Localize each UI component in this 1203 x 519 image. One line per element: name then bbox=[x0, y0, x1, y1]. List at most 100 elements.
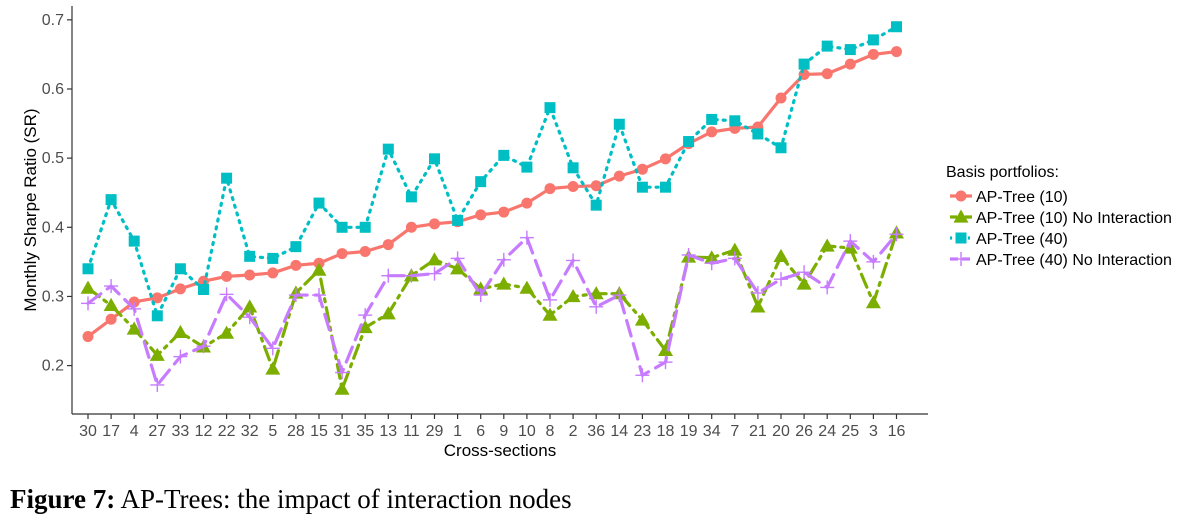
x-tick-label: 16 bbox=[888, 423, 906, 440]
data-point bbox=[405, 191, 417, 203]
data-point bbox=[173, 349, 188, 364]
data-point bbox=[358, 308, 373, 323]
data-point bbox=[613, 170, 625, 182]
data-point bbox=[219, 325, 235, 339]
data-point bbox=[590, 199, 602, 211]
x-tick-label: 26 bbox=[795, 423, 813, 440]
data-point bbox=[843, 234, 858, 249]
data-point bbox=[334, 381, 350, 395]
data-point bbox=[149, 347, 165, 361]
data-point bbox=[105, 194, 117, 206]
data-point bbox=[543, 292, 557, 307]
data-point bbox=[519, 280, 535, 294]
x-tick-label: 15 bbox=[310, 423, 328, 440]
series-2 bbox=[82, 21, 902, 322]
series-1 bbox=[80, 225, 904, 395]
data-point bbox=[774, 272, 788, 287]
data-point bbox=[891, 46, 902, 58]
x-tick-label: 13 bbox=[379, 423, 397, 440]
legend-item-3: AP-Tree (40) No Interaction bbox=[950, 252, 1172, 269]
x-tick-label: 20 bbox=[772, 423, 790, 440]
data-point bbox=[773, 248, 789, 262]
data-point bbox=[635, 368, 650, 383]
data-point bbox=[865, 295, 881, 309]
data-point bbox=[221, 172, 233, 184]
legend-label: AP-Tree (40) bbox=[976, 231, 1068, 248]
y-axis-title: Monthly Sharpe Ratio (SR) bbox=[21, 108, 40, 311]
legend-item-1: AP-Tree (10) No Interaction bbox=[950, 209, 1172, 227]
data-point bbox=[660, 153, 671, 165]
data-point bbox=[267, 252, 279, 264]
data-point bbox=[336, 248, 348, 260]
data-point bbox=[496, 252, 511, 267]
legend-title: Basis portfolios: bbox=[946, 164, 1059, 181]
data-point bbox=[844, 58, 856, 70]
legend-label: AP-Tree (10) No Interaction bbox=[976, 210, 1172, 227]
data-point bbox=[521, 197, 533, 209]
x-tick-label: 22 bbox=[218, 423, 236, 440]
data-point bbox=[103, 297, 119, 312]
data-point bbox=[221, 270, 233, 282]
legend-swatch-marker bbox=[955, 232, 967, 244]
data-point bbox=[336, 221, 348, 233]
data-point bbox=[729, 115, 741, 127]
data-point bbox=[382, 239, 394, 251]
data-point bbox=[521, 161, 533, 173]
x-tick-label: 1 bbox=[453, 423, 462, 440]
x-tick-label: 21 bbox=[749, 423, 767, 440]
data-point bbox=[242, 310, 257, 325]
x-tick-label: 8 bbox=[546, 423, 555, 440]
y-tick-label: 0.4 bbox=[42, 219, 64, 236]
x-tick-label: 29 bbox=[426, 423, 444, 440]
x-tick-label: 32 bbox=[241, 423, 259, 440]
x-tick-label: 10 bbox=[518, 423, 536, 440]
data-point bbox=[566, 253, 581, 268]
data-point bbox=[636, 181, 648, 193]
series-3 bbox=[81, 227, 904, 392]
data-point bbox=[335, 365, 350, 380]
data-point bbox=[496, 276, 512, 290]
series-line bbox=[86, 232, 899, 387]
data-point bbox=[750, 285, 765, 300]
data-point bbox=[820, 280, 835, 295]
data-point bbox=[752, 128, 764, 140]
data-point bbox=[405, 221, 417, 233]
data-point bbox=[613, 118, 625, 130]
data-point bbox=[313, 197, 325, 209]
legend-swatch-marker bbox=[953, 209, 969, 223]
data-point bbox=[683, 136, 695, 148]
data-point bbox=[244, 250, 256, 262]
data-point bbox=[126, 321, 142, 335]
data-point bbox=[359, 221, 371, 233]
x-tick-label: 27 bbox=[148, 423, 166, 440]
data-point bbox=[727, 242, 743, 256]
data-point bbox=[796, 276, 812, 290]
x-axis-title: Cross-sections bbox=[444, 441, 556, 460]
data-point bbox=[81, 296, 95, 311]
x-tick-label: 2 bbox=[569, 423, 578, 440]
x-tick-label: 3 bbox=[869, 423, 878, 440]
data-point bbox=[544, 102, 556, 114]
data-point bbox=[242, 299, 258, 313]
data-point bbox=[567, 162, 579, 174]
x-tick-label: 34 bbox=[703, 423, 721, 440]
x-tick-label: 18 bbox=[657, 423, 675, 440]
data-point bbox=[128, 235, 140, 247]
x-tick-label: 19 bbox=[680, 423, 698, 440]
data-point bbox=[288, 288, 303, 303]
figure-caption-text: AP-Trees: the impact of interaction node… bbox=[115, 484, 572, 514]
series-line bbox=[86, 25, 899, 318]
x-tick-label: 5 bbox=[268, 423, 277, 440]
data-point bbox=[891, 21, 902, 33]
data-point bbox=[82, 331, 94, 343]
x-tick-label: 9 bbox=[499, 423, 508, 440]
data-point bbox=[775, 92, 787, 104]
figure-caption-label: Figure 7: bbox=[10, 484, 116, 514]
y-tick-label: 0.3 bbox=[42, 288, 64, 305]
data-point bbox=[172, 324, 188, 339]
data-point bbox=[590, 180, 602, 192]
data-point bbox=[150, 377, 165, 392]
data-point bbox=[612, 288, 627, 303]
data-point bbox=[498, 149, 510, 161]
data-point bbox=[681, 247, 696, 262]
